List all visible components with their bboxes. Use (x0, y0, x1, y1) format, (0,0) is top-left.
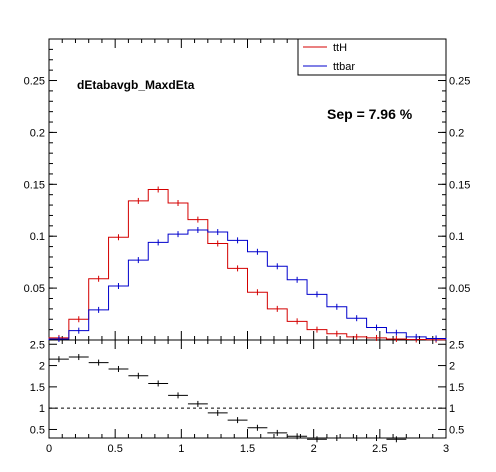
y-tick-label-right: 0.05 (449, 283, 470, 295)
x-tick-label: 0.5 (108, 443, 123, 455)
ratio-y-tick-label-right: 1.5 (449, 382, 464, 394)
ratio-y-tick-label-left: 2 (39, 361, 45, 373)
ratio-y-tick-label-right: 2.5 (449, 339, 464, 351)
ratio-y-tick-label-left: 1.5 (30, 382, 45, 394)
ratio-y-tick-label-left: 0.5 (30, 424, 45, 436)
x-tick-label: 0 (46, 443, 52, 455)
y-tick-label-left: 0.05 (24, 283, 45, 295)
histogram-ttbar (48, 229, 447, 340)
x-tick-label: 2 (311, 443, 317, 455)
ratio-y-tick-label-right: 1 (449, 403, 455, 415)
ratio-y-tick-label-left: 1 (39, 403, 45, 415)
y-tick-label-left: 0.15 (24, 179, 45, 191)
y-tick-label-right: 0.15 (449, 179, 470, 191)
y-tick-label-left: 0.1 (30, 231, 45, 243)
legend-label-tth: ttH (333, 42, 347, 54)
x-tick-label: 1 (178, 443, 184, 455)
legend: ttH ttbar (297, 38, 447, 76)
y-tick-label-right: 0.1 (449, 231, 464, 243)
y-tick-label-left: 0.25 (24, 76, 45, 88)
ratio-plot-layer: 0.5 0.51 11.5 1.52 22.5 2.50 0.5 1 1.5 2 2.5 3 (30, 339, 465, 455)
x-tick-label: 3 (443, 443, 449, 455)
x-tick-label: 1.5 (240, 443, 255, 455)
y-tick-label-left: 0.2 (30, 127, 45, 139)
ratio-y-tick-label-right: 0.5 (449, 424, 464, 436)
legend-box (297, 38, 447, 76)
separation-annotation: Sep = 7.96 % (327, 106, 413, 122)
y-tick-label-right: 0.25 (449, 76, 470, 88)
ratio-plot-frame (48, 339, 447, 439)
ratio-y-tick-label-right: 2 (449, 361, 455, 373)
ratio-y-tick-label-left: 2.5 (30, 339, 45, 351)
legend-label-ttbar: ttbar (333, 61, 355, 73)
histogram-ttH (48, 189, 447, 341)
x-tick-label: 2.5 (372, 443, 387, 455)
y-tick-label-right: 0.2 (449, 127, 464, 139)
plot-title: dEtabavgb_MaxdEta (77, 78, 195, 92)
